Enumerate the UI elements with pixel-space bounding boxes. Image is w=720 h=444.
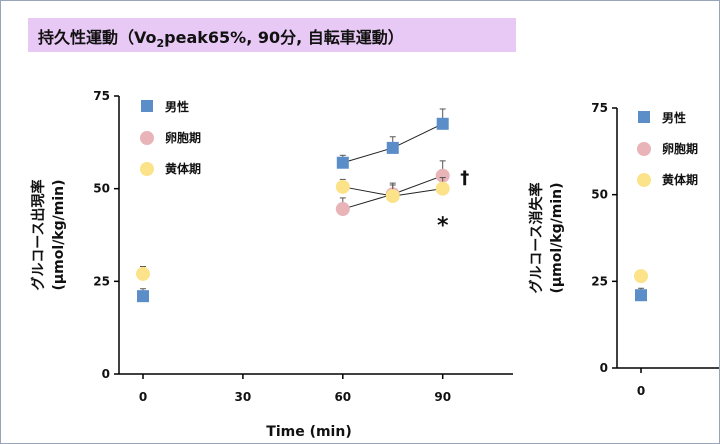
y-axis-label: グルコース消失率: [528, 182, 545, 293]
slide-title: 持久性運動（Vo2peak65%, 90分, 自転車運動）: [38, 24, 404, 50]
series-黄体期: [136, 177, 450, 281]
x-tick-label: 30: [235, 390, 252, 404]
legend-label: 黄体期: [165, 161, 201, 176]
series-男性: [137, 108, 449, 303]
data-point: [386, 141, 399, 154]
data-point: [137, 290, 149, 303]
y-axis-label: グルコース出現率: [30, 179, 47, 290]
y-axis-unit-label: (μmol/kg/min): [51, 179, 67, 290]
series-黄体期: [634, 269, 648, 284]
x-axis-label: Time (min): [266, 424, 351, 440]
y-axis-unit-label: (μmol/kg/min): [549, 182, 565, 293]
data-point: [335, 202, 350, 217]
legend-marker: [140, 162, 154, 176]
data-point: [385, 189, 400, 204]
data-point: [336, 156, 349, 169]
significance-annotation: *: [437, 213, 449, 238]
title-subscript: 2: [156, 37, 165, 51]
series-男性: [635, 287, 647, 302]
y-tick-label: 25: [93, 274, 110, 288]
legend-label: 黄体期: [662, 172, 698, 187]
significance-annotation: †: [460, 168, 469, 189]
title-prefix: 持久性運動（Vo: [38, 28, 157, 47]
legend-marker: [141, 100, 153, 112]
y-tick-label: 25: [591, 274, 608, 288]
data-point: [634, 269, 648, 284]
y-tick-label: 75: [93, 89, 110, 103]
legend-marker: [140, 131, 154, 145]
data-point: [635, 289, 647, 302]
legend-label: 卵胞期: [662, 141, 698, 156]
data-point: [435, 181, 450, 196]
legend-marker: [637, 173, 651, 187]
x-tick-label: 90: [434, 390, 451, 404]
data-point: [335, 179, 350, 194]
legend-marker: [638, 111, 650, 123]
data-point: [435, 168, 450, 183]
y-tick-label: 50: [93, 182, 110, 196]
y-tick-label: 75: [591, 101, 608, 115]
y-tick-label: 50: [591, 188, 608, 202]
legend-marker: [637, 142, 651, 156]
title-bar: 持久性運動（Vo2peak65%, 90分, 自転車運動）: [28, 18, 516, 52]
y-tick-label: 0: [600, 361, 608, 375]
x-tick-label: 0: [139, 390, 147, 404]
data-point: [436, 117, 449, 130]
data-point: [136, 266, 150, 281]
title-suffix: peak65%, 90分, 自転車運動）: [164, 28, 404, 47]
legend-label: 男性: [165, 99, 189, 114]
legend-label: 卵胞期: [165, 130, 201, 145]
legend-label: 男性: [662, 110, 686, 125]
x-tick-label: 60: [334, 390, 351, 404]
x-tick-label: 0: [637, 384, 645, 398]
y-tick-label: 0: [102, 367, 110, 381]
